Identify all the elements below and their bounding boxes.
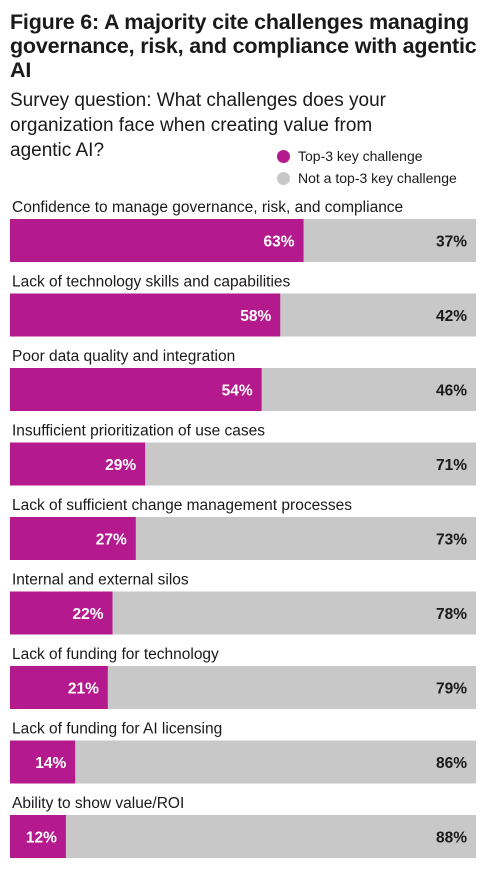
category-label: Ability to show value/ROI — [12, 795, 184, 812]
chart-subtitle: Survey question: What challenges does yo… — [10, 90, 386, 161]
category-label: Internal and external silos — [12, 572, 189, 589]
bar-not-top3 — [75, 740, 477, 784]
chart-title: Figure 6: A majority cite challenges man… — [10, 10, 477, 82]
bar-top3 — [10, 442, 146, 486]
data-label-not-top3: 86% — [436, 755, 467, 772]
bar-top3 — [10, 368, 262, 411]
category-label: Poor data quality and integration — [12, 348, 235, 365]
bar-top3 — [10, 293, 281, 337]
data-label-top3: 22% — [72, 606, 103, 623]
bar-top3 — [10, 666, 108, 709]
bar-not-top3 — [107, 666, 477, 709]
legend: Top-3 key challenge Not a top-3 key chal… — [277, 145, 457, 189]
category-label: Confidence to manage governance, risk, a… — [12, 199, 403, 216]
data-label-top3: 27% — [96, 532, 127, 549]
bar-not-top3 — [145, 442, 476, 486]
data-label-top3: 63% — [264, 234, 295, 251]
data-label-not-top3: 71% — [436, 457, 467, 474]
legend-label-not-top3: Not a top-3 key challenge — [298, 170, 457, 186]
legend-item-top3: Top-3 key challenge — [277, 145, 457, 167]
bar-not-top3 — [65, 815, 477, 858]
data-label-top3: 54% — [222, 383, 253, 400]
bar-top3 — [10, 219, 304, 262]
data-label-not-top3: 73% — [436, 532, 467, 549]
category-label: Lack of funding for AI licensing — [12, 721, 222, 738]
bar-top3 — [10, 591, 113, 635]
data-label-not-top3: 46% — [436, 383, 467, 400]
legend-swatch-top3 — [277, 149, 290, 163]
category-label: Lack of funding for technology — [12, 646, 219, 663]
data-label-not-top3: 78% — [436, 606, 467, 623]
bar-not-top3 — [280, 293, 476, 337]
bar-top3 — [10, 740, 76, 784]
data-label-top3: 12% — [26, 830, 57, 847]
bar-not-top3 — [135, 517, 476, 560]
bar-top3 — [10, 815, 66, 858]
data-label-not-top3: 79% — [436, 681, 467, 698]
data-label-top3: 58% — [240, 308, 271, 325]
bar-not-top3 — [112, 591, 477, 635]
category-label: Insufficient prioritization of use cases — [12, 423, 265, 440]
legend-swatch-not-top3 — [277, 171, 290, 185]
data-label-top3: 14% — [35, 755, 66, 772]
bar-top3 — [10, 517, 136, 560]
data-label-not-top3: 42% — [436, 308, 467, 325]
data-label-not-top3: 88% — [436, 830, 467, 847]
data-label-not-top3: 37% — [436, 234, 467, 251]
category-label: Lack of sufficient change management pro… — [12, 497, 352, 514]
data-label-top3: 29% — [105, 457, 136, 474]
category-label: Lack of technology skills and capabiliti… — [12, 274, 291, 291]
legend-label-top3: Top-3 key challenge — [298, 148, 423, 164]
bar-not-top3 — [261, 368, 476, 411]
bar-not-top3 — [303, 219, 476, 262]
data-label-top3: 21% — [68, 681, 99, 698]
legend-item-not-top3: Not a top-3 key challenge — [277, 167, 457, 189]
